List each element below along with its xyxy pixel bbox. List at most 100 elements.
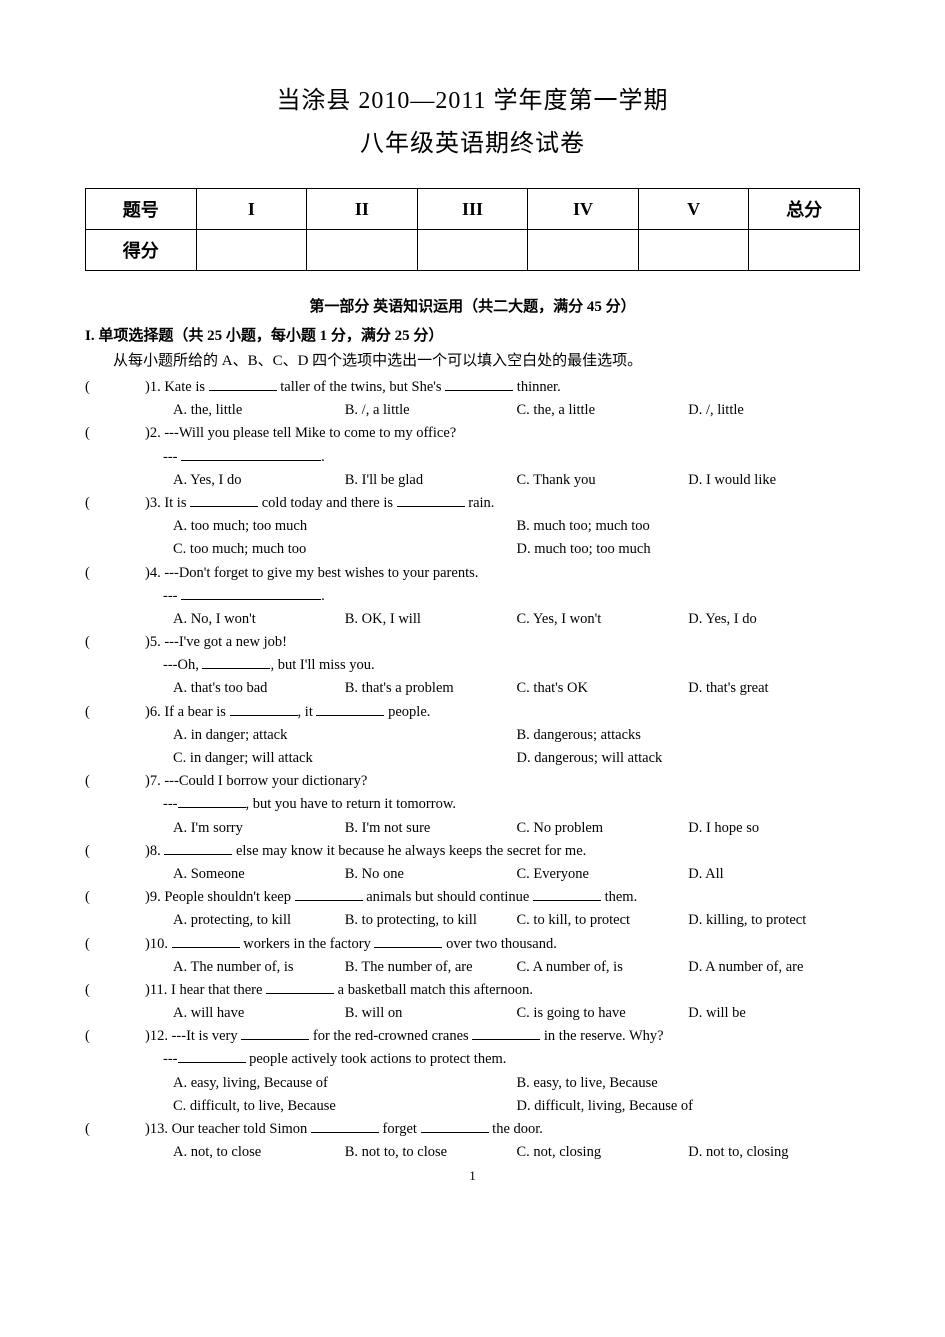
- question-sub: --- .: [163, 585, 860, 608]
- option: C. Yes, I won't: [517, 608, 689, 631]
- option: D. dangerous; will attack: [517, 747, 861, 770]
- options-row: A. SomeoneB. No oneC. EveryoneD. All: [173, 863, 860, 886]
- option: B. dangerous; attacks: [517, 724, 861, 747]
- option: B. to protecting, to kill: [345, 909, 517, 932]
- header-cell: 总分: [749, 189, 860, 230]
- answer-blank: [266, 979, 334, 994]
- options-row: A. the, littleB. /, a littleC. the, a li…: [173, 399, 860, 422]
- table-row: 得分: [86, 230, 860, 271]
- option: B. not to, to close: [345, 1141, 517, 1164]
- header-cell: I: [196, 189, 307, 230]
- question-sub: ---Oh, , but I'll miss you.: [163, 654, 860, 677]
- paren-left: (: [85, 492, 107, 562]
- options-row: A. easy, living, Because ofB. easy, to l…: [173, 1072, 860, 1118]
- question-stem: )1. Kate is taller of the twins, but She…: [145, 376, 860, 399]
- option: B. I'll be glad: [345, 469, 517, 492]
- question-item: ()13. Our teacher told Simon forget the …: [85, 1118, 860, 1164]
- option: A. too much; too much: [173, 515, 517, 538]
- answer-gap: [107, 562, 145, 632]
- answer-blank: [421, 1118, 489, 1133]
- option: A. in danger; attack: [173, 724, 517, 747]
- option: B. that's a problem: [345, 677, 517, 700]
- row-label: 得分: [86, 230, 197, 271]
- option: B. /, a little: [345, 399, 517, 422]
- answer-gap: [107, 376, 145, 422]
- question-stem: )5. ---I've got a new job!: [145, 631, 860, 654]
- option: A. The number of, is: [173, 956, 345, 979]
- paren-left: (: [85, 422, 107, 492]
- option: D. killing, to protect: [688, 909, 860, 932]
- score-cell: [307, 230, 418, 271]
- option: D. not to, closing: [688, 1141, 860, 1164]
- answer-blank: [295, 886, 363, 901]
- score-table: 题号 I II III IV V 总分 得分: [85, 188, 860, 271]
- option: C. difficult, to live, Because: [173, 1095, 517, 1118]
- answer-gap: [107, 770, 145, 840]
- question-body: )9. People shouldn't keep animals but sh…: [145, 886, 860, 932]
- question-item: ( )2. ---Will you please tell Mike to com…: [85, 422, 860, 492]
- options-row: A. protecting, to killB. to protecting, …: [173, 909, 860, 932]
- question-item: ()7. ---Could I borrow your dictionary?-…: [85, 770, 860, 840]
- option: D. A number of, are: [688, 956, 860, 979]
- question-item: ( )8. else may know it because he always …: [85, 840, 860, 886]
- question-item: ()12. ---It is very for the red-crowned …: [85, 1025, 860, 1118]
- answer-blank: [533, 886, 601, 901]
- question-item: ()1. Kate is taller of the twins, but Sh…: [85, 376, 860, 422]
- option: D. will be: [688, 1002, 860, 1025]
- paren-left: (: [85, 631, 107, 701]
- options-row: A. in danger; attackB. dangerous; attack…: [173, 724, 860, 770]
- answer-blank: [230, 701, 298, 716]
- question-item: ( )5. ---I've got a new job!---Oh, , but …: [85, 631, 860, 701]
- answer-blank: [202, 654, 270, 669]
- exam-page: 当涂县 2010—2011 学年度第一学期 八年级英语期终试卷 题号 I II …: [0, 0, 945, 1214]
- option: B. I'm not sure: [345, 817, 517, 840]
- question-sub: --- people actively took actions to prot…: [163, 1048, 860, 1071]
- answer-blank: [311, 1118, 379, 1133]
- question-item: ()3. It is cold today and there is rain.…: [85, 492, 860, 562]
- answer-gap: [107, 1118, 145, 1164]
- score-cell: [638, 230, 749, 271]
- answer-blank: [472, 1025, 540, 1040]
- paren-left: (: [85, 886, 107, 932]
- question-body: )7. ---Could I borrow your dictionary?--…: [145, 770, 860, 840]
- option: B. The number of, are: [345, 956, 517, 979]
- answer-gap: [107, 701, 145, 771]
- option: D. that's great: [688, 677, 860, 700]
- option: D. difficult, living, Because of: [517, 1095, 861, 1118]
- question-body: )13. Our teacher told Simon forget the d…: [145, 1118, 860, 1164]
- score-cell: [749, 230, 860, 271]
- options-row: A. too much; too muchB. much too; much t…: [173, 515, 860, 561]
- question-stem: )8. else may know it because he always k…: [145, 840, 860, 863]
- options-row: A. that's too badB. that's a problemC. t…: [173, 677, 860, 700]
- option: D. I hope so: [688, 817, 860, 840]
- option: A. not, to close: [173, 1141, 345, 1164]
- answer-gap: [107, 1025, 145, 1118]
- question-stem: )9. People shouldn't keep animals but sh…: [145, 886, 860, 909]
- table-row: 题号 I II III IV V 总分: [86, 189, 860, 230]
- option: C. that's OK: [517, 677, 689, 700]
- option: A. protecting, to kill: [173, 909, 345, 932]
- option: B. will on: [345, 1002, 517, 1025]
- option: C. too much; much too: [173, 538, 517, 561]
- answer-gap: [107, 422, 145, 492]
- question-stem: )11. I hear that there a basketball matc…: [145, 979, 860, 1002]
- score-cell: [528, 230, 639, 271]
- paren-left: (: [85, 840, 107, 886]
- option: C. Everyone: [517, 863, 689, 886]
- header-cell: V: [638, 189, 749, 230]
- section-title: 第一部分 英语知识运用（共二大题，满分 45 分）: [85, 295, 860, 316]
- option: C. is going to have: [517, 1002, 689, 1025]
- question-stem: )2. ---Will you please tell Mike to come…: [145, 422, 860, 445]
- question-item: ()4. ---Don't forget to give my best wis…: [85, 562, 860, 632]
- question-stem: )4. ---Don't forget to give my best wish…: [145, 562, 860, 585]
- option: B. No one: [345, 863, 517, 886]
- question-body: )4. ---Don't forget to give my best wish…: [145, 562, 860, 632]
- option: A. No, I won't: [173, 608, 345, 631]
- answer-blank: [178, 793, 246, 808]
- question-body: )8. else may know it because he always k…: [145, 840, 860, 886]
- answer-blank: [209, 376, 277, 391]
- option: A. Yes, I do: [173, 469, 345, 492]
- answer-blank: [172, 933, 240, 948]
- option: B. much too; much too: [517, 515, 861, 538]
- option: A. that's too bad: [173, 677, 345, 700]
